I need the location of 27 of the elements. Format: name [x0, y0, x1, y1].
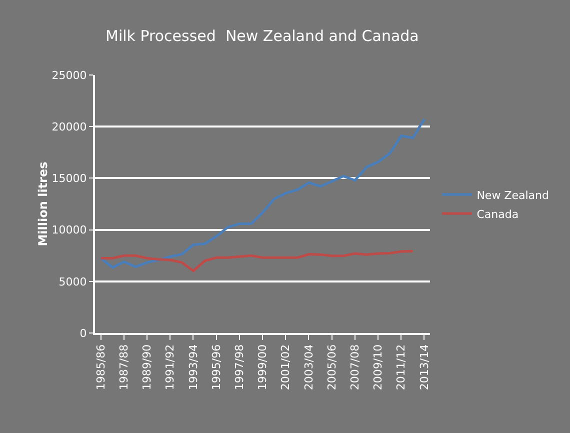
x-tick-label: 1991/92: [164, 344, 177, 390]
x-tick-label: 2011/12: [394, 344, 408, 390]
x-tick-label: 1993/94: [186, 344, 200, 390]
x-tick-label: 1989/90: [140, 344, 154, 390]
y-tick-label: 0: [80, 326, 87, 340]
y-tick-label: 10000: [52, 224, 87, 237]
y-tick-label: 25000: [52, 68, 87, 82]
x-tick-label: 2005/06: [325, 344, 338, 390]
y-tick-label: 5000: [58, 275, 87, 288]
y-tick-label: 20000: [52, 120, 87, 134]
x-tick-label: 2013/14: [418, 344, 431, 390]
legend-label: Canada: [476, 208, 519, 221]
x-tick-label: 2001/02: [279, 344, 292, 390]
line-series: [100, 118, 426, 269]
chart-title: Milk Processed New Zealand and Canada: [106, 26, 419, 45]
x-tick-label: 1987/88: [117, 344, 130, 390]
x-tick-label: 1985/86: [94, 344, 108, 390]
x-tick-label: 2009/10: [372, 344, 385, 390]
x-tick-label: 1997/98: [232, 344, 246, 390]
x-tick-label: 2007/08: [348, 344, 362, 390]
y-axis-title: Million litres: [36, 162, 50, 246]
y-tick-label: 15000: [52, 172, 87, 186]
line-series: [100, 250, 414, 272]
legend-label: New Zealand: [476, 188, 549, 202]
x-tick-label: 1999/00: [256, 344, 270, 390]
x-tick-label: 1995/96: [210, 344, 223, 390]
x-tick-label: 2003/04: [302, 344, 316, 390]
